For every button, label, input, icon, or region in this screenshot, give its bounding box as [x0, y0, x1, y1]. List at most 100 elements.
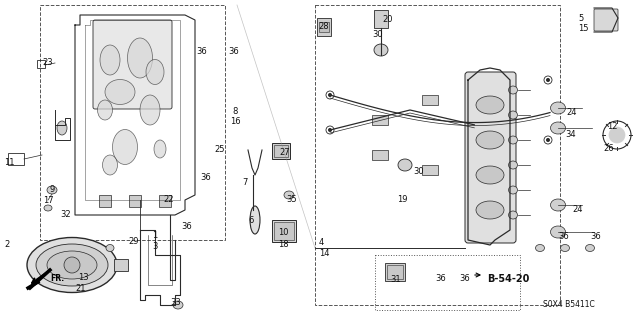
- Bar: [422, 165, 438, 175]
- Text: 28: 28: [318, 22, 328, 31]
- Ellipse shape: [476, 166, 504, 184]
- Text: 25: 25: [214, 145, 225, 154]
- Text: 18: 18: [278, 240, 289, 249]
- Ellipse shape: [106, 244, 114, 251]
- Ellipse shape: [509, 211, 518, 219]
- Text: 8: 8: [232, 107, 237, 116]
- Ellipse shape: [550, 102, 566, 114]
- Text: 12: 12: [607, 122, 618, 131]
- Ellipse shape: [561, 244, 570, 251]
- Text: 13: 13: [78, 273, 88, 282]
- Ellipse shape: [36, 244, 108, 286]
- Bar: [272, 143, 290, 159]
- Ellipse shape: [284, 191, 294, 199]
- Text: 11: 11: [4, 158, 15, 167]
- Text: 35: 35: [286, 195, 296, 204]
- Ellipse shape: [57, 121, 67, 135]
- Ellipse shape: [586, 244, 595, 251]
- Text: 3: 3: [152, 242, 157, 251]
- Bar: [317, 18, 331, 36]
- Text: 5: 5: [578, 14, 583, 23]
- Bar: [422, 95, 438, 105]
- Bar: [319, 22, 329, 32]
- Ellipse shape: [44, 205, 52, 211]
- Ellipse shape: [27, 238, 117, 293]
- Text: 36: 36: [435, 274, 445, 283]
- Ellipse shape: [100, 45, 120, 75]
- Text: 15: 15: [578, 24, 589, 33]
- Text: 36: 36: [590, 232, 601, 241]
- Text: 24: 24: [566, 108, 577, 117]
- Text: 30: 30: [413, 167, 424, 176]
- Text: 33: 33: [170, 298, 180, 307]
- Bar: [372, 150, 388, 160]
- Text: 4: 4: [319, 238, 324, 247]
- Text: 36: 36: [196, 47, 207, 56]
- Ellipse shape: [173, 301, 183, 309]
- Bar: [387, 265, 403, 279]
- FancyBboxPatch shape: [594, 9, 618, 31]
- Text: 22: 22: [163, 195, 173, 204]
- Text: FR.: FR.: [50, 274, 64, 283]
- FancyBboxPatch shape: [465, 72, 516, 243]
- Ellipse shape: [97, 100, 113, 120]
- Ellipse shape: [113, 130, 138, 165]
- Text: 36: 36: [459, 274, 470, 283]
- Text: 24: 24: [572, 205, 582, 214]
- Bar: [274, 145, 288, 157]
- Ellipse shape: [102, 155, 118, 175]
- Text: 30: 30: [372, 30, 383, 39]
- Text: 36: 36: [181, 222, 192, 231]
- Circle shape: [64, 257, 80, 273]
- Text: 14: 14: [319, 249, 330, 258]
- Ellipse shape: [47, 186, 57, 194]
- Text: 23: 23: [42, 58, 52, 67]
- Bar: [40, 5, 225, 240]
- Bar: [129, 195, 141, 207]
- Bar: [274, 222, 294, 240]
- Text: 1: 1: [152, 231, 157, 240]
- Ellipse shape: [509, 111, 518, 119]
- Bar: [8, 153, 24, 165]
- Ellipse shape: [127, 38, 152, 78]
- Ellipse shape: [154, 140, 166, 158]
- FancyBboxPatch shape: [93, 20, 172, 109]
- Text: 7: 7: [242, 178, 248, 187]
- Text: 16: 16: [230, 117, 241, 126]
- Text: 34: 34: [565, 130, 575, 139]
- Ellipse shape: [509, 86, 518, 94]
- Text: 26: 26: [603, 144, 614, 153]
- Ellipse shape: [476, 96, 504, 114]
- Text: 27: 27: [279, 148, 290, 157]
- Ellipse shape: [550, 226, 566, 238]
- Text: 29: 29: [128, 237, 138, 246]
- Circle shape: [328, 128, 332, 132]
- Ellipse shape: [509, 161, 518, 169]
- Ellipse shape: [250, 206, 260, 234]
- Text: 6: 6: [248, 216, 253, 225]
- Ellipse shape: [374, 44, 388, 56]
- Ellipse shape: [509, 186, 518, 194]
- Ellipse shape: [536, 244, 545, 251]
- Text: 10: 10: [278, 228, 289, 237]
- Ellipse shape: [550, 199, 566, 211]
- Bar: [37, 60, 45, 68]
- Circle shape: [609, 127, 625, 143]
- Text: S0X4 B5411C: S0X4 B5411C: [543, 300, 595, 309]
- Text: 21: 21: [75, 284, 86, 293]
- Ellipse shape: [140, 95, 160, 125]
- Bar: [385, 263, 405, 281]
- Ellipse shape: [105, 79, 135, 105]
- Text: 32: 32: [60, 210, 70, 219]
- Bar: [375, 255, 520, 310]
- Text: 31: 31: [390, 275, 401, 284]
- Ellipse shape: [146, 60, 164, 85]
- Circle shape: [546, 78, 550, 82]
- Ellipse shape: [476, 131, 504, 149]
- Bar: [372, 115, 388, 125]
- Text: 36: 36: [200, 173, 211, 182]
- Text: 19: 19: [397, 195, 408, 204]
- Circle shape: [328, 93, 332, 97]
- Circle shape: [546, 138, 550, 142]
- Ellipse shape: [509, 136, 518, 144]
